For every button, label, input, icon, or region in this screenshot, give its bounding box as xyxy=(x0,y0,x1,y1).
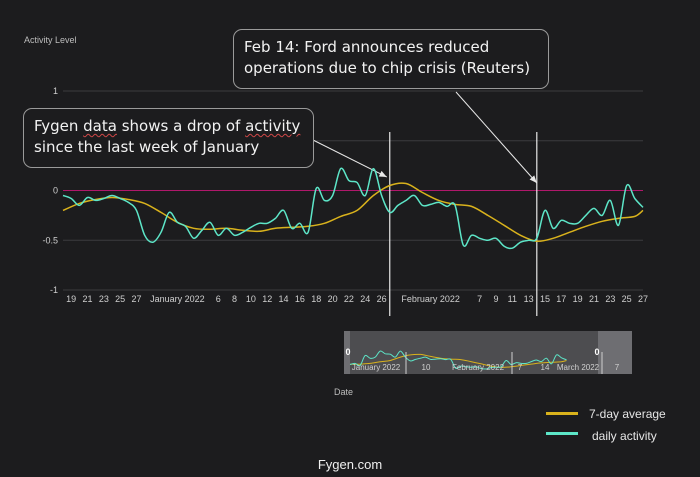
x-axis-label: Date xyxy=(334,387,354,397)
x-tick-label: 13 xyxy=(524,294,534,304)
navigator-label: March 2022 xyxy=(557,363,600,372)
y-axis-label: Activity Level xyxy=(24,35,77,45)
legend-swatch-daily xyxy=(546,432,578,435)
x-tick-label: 14 xyxy=(279,294,289,304)
y-tick-label: 1 xyxy=(53,86,58,96)
annotation-ford-note: Feb 14: Ford announces reduced operation… xyxy=(233,29,549,89)
legend-label-avg: 7-day average xyxy=(589,407,666,421)
x-tick-label: 17 xyxy=(556,294,566,304)
note1-underlined-phrase: data xyxy=(83,117,117,135)
x-tick-label: 19 xyxy=(573,294,583,304)
navigator-track[interactable] xyxy=(344,331,632,374)
x-tick-label: January 2022 xyxy=(150,294,205,304)
x-tick-label: 20 xyxy=(328,294,338,304)
footer-brand: Fygen.com xyxy=(317,457,383,472)
x-tick-label: 16 xyxy=(295,294,305,304)
navigator[interactable]: January 2022 10 February 2022 7 14 March 2022… xyxy=(344,331,632,374)
navigator-label: February 2022 xyxy=(452,363,505,372)
annotation-arrow-ford-head xyxy=(529,175,537,183)
x-tick-label: 23 xyxy=(605,294,615,304)
legend-label-daily: daily activity xyxy=(592,429,657,443)
navigator-label: 7 xyxy=(615,363,620,372)
x-tick-label: 6 xyxy=(216,294,221,304)
x-tick-label: 19 xyxy=(66,294,76,304)
x-tick-label: 9 xyxy=(493,294,498,304)
annotation-ford-line-2: operations due to chip crisis (Reuters) xyxy=(244,59,531,77)
annotation-arrow-ford xyxy=(455,91,538,184)
navigator-label: January 2022 xyxy=(352,363,401,372)
navigator-series-avg xyxy=(349,353,567,368)
navigator-label: 10 xyxy=(422,363,431,372)
navigator-handle-label: 0 xyxy=(345,347,350,357)
x-tick-label: 21 xyxy=(82,294,92,304)
x-tick-label: 15 xyxy=(540,294,550,304)
x-tick-label: 27 xyxy=(638,294,648,304)
y-tick-label: -0.5 xyxy=(42,235,58,245)
x-tick-label: 8 xyxy=(232,294,237,304)
annotation-drop-line-2: since the last week of January xyxy=(34,138,260,156)
x-tick-label: 25 xyxy=(622,294,632,304)
x-tick-label: 10 xyxy=(246,294,256,304)
note1-middle: shows a drop of xyxy=(116,117,246,135)
x-tick-label: 27 xyxy=(132,294,142,304)
y-tick-label: 0 xyxy=(53,186,58,196)
annotation-ford-line-1: Feb 14: Ford announces reduced xyxy=(244,38,490,56)
x-tick-label: 26 xyxy=(377,294,387,304)
y-tick-label: -1 xyxy=(50,285,58,295)
x-tick-label: 22 xyxy=(344,294,354,304)
note1-underlined-word: activity xyxy=(245,117,301,135)
x-tick-label: 21 xyxy=(589,294,599,304)
series-daily-activity xyxy=(62,167,644,250)
note1-word-1: Fygen xyxy=(34,117,84,135)
x-tick-label: February 2022 xyxy=(401,294,460,304)
legend-swatch-avg xyxy=(546,412,578,415)
navigator-label: 7 xyxy=(518,363,523,372)
x-tick-label: 23 xyxy=(99,294,109,304)
annotation-drop-note: Fygen data shows a drop of activity sinc… xyxy=(23,108,314,168)
x-tick-label: 24 xyxy=(360,294,370,304)
annotation-arrow-drop-head xyxy=(378,170,387,177)
navigator-right-mask[interactable] xyxy=(598,331,632,374)
navigator-left-handle[interactable] xyxy=(344,331,350,374)
navigator-label: 14 xyxy=(541,363,550,372)
x-tick-label: 18 xyxy=(311,294,321,304)
navigator-handle-label: 0 xyxy=(594,347,599,357)
series-7day-average xyxy=(62,182,644,243)
x-tick-label: 11 xyxy=(508,294,517,304)
x-tick-label: 12 xyxy=(262,294,272,304)
x-tick-label: 25 xyxy=(115,294,125,304)
x-tick-label: 7 xyxy=(477,294,482,304)
navigator-series-daily xyxy=(349,350,567,370)
